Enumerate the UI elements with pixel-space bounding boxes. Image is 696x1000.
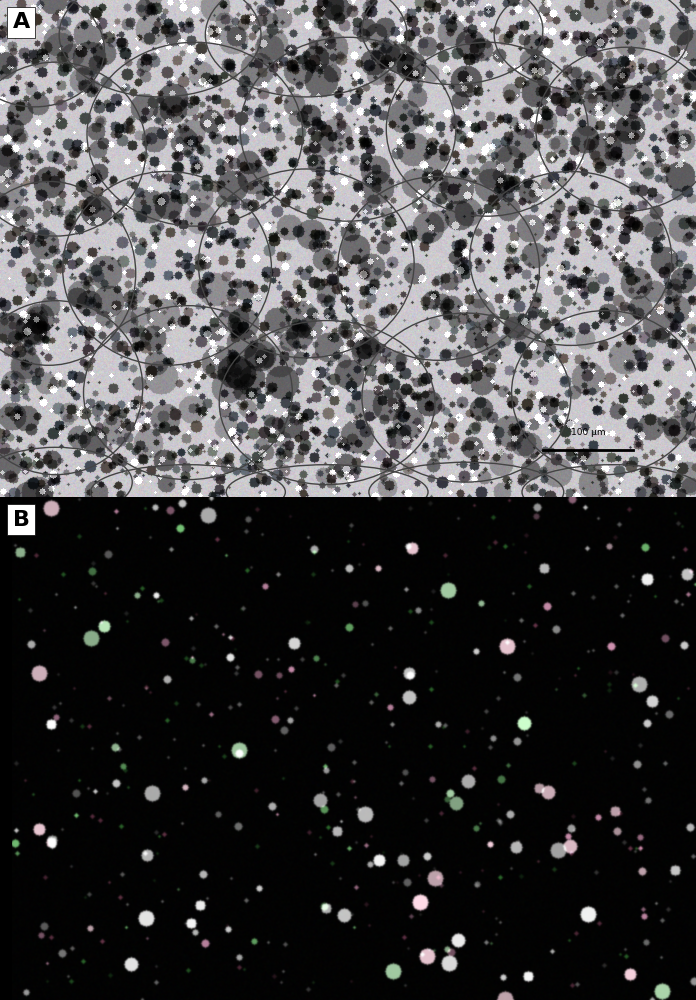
- Text: 100 μm: 100 μm: [571, 428, 606, 437]
- Text: A: A: [13, 12, 30, 32]
- Text: B: B: [13, 510, 29, 530]
